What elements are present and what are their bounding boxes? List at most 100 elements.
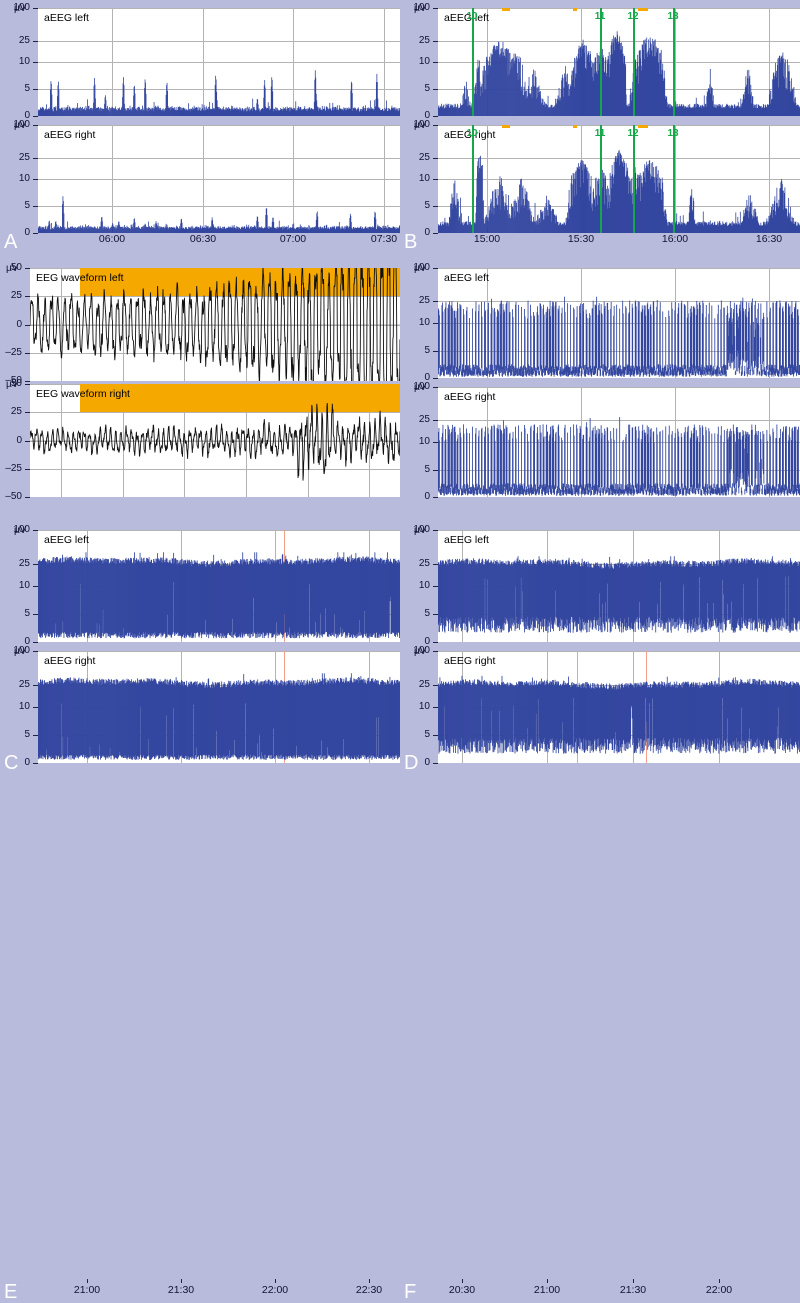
channel-label-left: aEEG left [444, 273, 489, 284]
y-tick-label: 0 [404, 758, 430, 768]
y-tick-label: 25 [4, 559, 30, 569]
trace-left [38, 8, 400, 116]
x-tick-mark [547, 1279, 548, 1283]
x-tick-mark [275, 1279, 276, 1283]
event-marker-line-11 [600, 8, 602, 116]
y-tick-mark [25, 381, 30, 382]
channel-label-right: aEEG right [444, 392, 495, 403]
trace-left [30, 268, 400, 381]
y-tick-label: 10 [4, 57, 30, 67]
y-tick-label: 10 [404, 57, 430, 67]
y-tick-label: 100 [404, 263, 430, 273]
y-tick-label: 100 [404, 3, 430, 13]
trace-right [38, 651, 400, 763]
plot-a-right: aEEG right [38, 125, 400, 233]
trace-right [30, 384, 400, 497]
y-tick-label: 100 [404, 120, 430, 130]
event-marker-label-12: 12 [627, 129, 638, 139]
trace-right [38, 125, 400, 233]
y-tick-label: 10 [404, 581, 430, 591]
y-tick-label: –50 [0, 492, 22, 502]
x-tick-label: 22:00 [706, 1285, 732, 1296]
y-tick-label: 100 [4, 525, 30, 535]
y-tick-label: 5 [404, 346, 430, 356]
y-tick-label: 50 [0, 263, 22, 273]
y-tick-label: 0 [4, 758, 30, 768]
y-tick-label: 100 [404, 525, 430, 535]
y-tick-mark [33, 763, 38, 764]
x-tick-label: 22:00 [262, 1285, 288, 1296]
event-marker-label-10: 10 [466, 129, 477, 139]
trace-left [438, 8, 800, 116]
y-tick-label: 25 [4, 153, 30, 163]
y-tick-label: 10 [404, 702, 430, 712]
y-tick-label: 100 [404, 382, 430, 392]
x-tick-mark [719, 1279, 720, 1283]
x-tick-label: 20:30 [449, 1285, 475, 1296]
y-tick-mark [433, 116, 438, 117]
y-tick-label: 25 [0, 291, 22, 301]
event-marker-label-13: 13 [667, 12, 678, 22]
y-tick-label: 10 [4, 581, 30, 591]
y-tick-mark [433, 378, 438, 379]
y-tick-label: 25 [4, 680, 30, 690]
x-tick-mark [181, 1279, 182, 1283]
y-tick-label: 5 [4, 201, 30, 211]
x-tick-label: 21:00 [74, 1285, 100, 1296]
y-tick-label: 5 [404, 609, 430, 619]
event-marker-label-12: 12 [627, 12, 638, 22]
trace-left [38, 530, 400, 642]
plot-e-right: aEEG right [38, 651, 400, 763]
y-tick-mark [433, 642, 438, 643]
y-tick-label: 25 [404, 153, 430, 163]
y-tick-mark [433, 497, 438, 498]
y-tick-label: 5 [4, 84, 30, 94]
x-tick-label: 06:00 [99, 234, 125, 245]
event-marker-line-13 [673, 125, 675, 233]
y-tick-label: –25 [0, 464, 22, 474]
channel-label-right: EEG waveform right [36, 389, 130, 400]
x-tick-label: 06:30 [190, 234, 216, 245]
event-marker-line-10 [472, 125, 474, 233]
y-tick-label: 100 [404, 646, 430, 656]
channel-label-left: aEEG left [44, 535, 89, 546]
plot-c-left: EEG waveform left [30, 268, 400, 381]
y-tick-label: 25 [0, 407, 22, 417]
y-tick-label: 10 [404, 318, 430, 328]
y-tick-label: 5 [4, 730, 30, 740]
event-marker-label-13: 13 [667, 129, 678, 139]
channel-label-left: aEEG left [444, 535, 489, 546]
y-tick-label: 5 [404, 201, 430, 211]
x-tick-label: 21:30 [620, 1285, 646, 1296]
x-tick-label: 22:30 [356, 1285, 382, 1296]
event-marker-line-11 [600, 125, 602, 233]
event-marker-label-11: 11 [595, 12, 606, 22]
trace-left [438, 268, 800, 378]
event-marker-label-11: 11 [595, 129, 606, 139]
y-tick-label: 10 [4, 174, 30, 184]
y-tick-label: 25 [404, 559, 430, 569]
y-tick-label: 100 [4, 120, 30, 130]
y-tick-label: 25 [404, 680, 430, 690]
trace-left [438, 530, 800, 642]
y-tick-mark [33, 642, 38, 643]
x-tick-label: 16:00 [662, 234, 688, 245]
y-tick-label: 25 [404, 296, 430, 306]
channel-label-left: aEEG left [44, 13, 89, 24]
y-tick-label: 50 [0, 379, 22, 389]
x-tick-label: 07:30 [371, 234, 397, 245]
x-tick-label: 07:00 [280, 234, 306, 245]
y-tick-label: 5 [4, 609, 30, 619]
y-tick-mark [25, 497, 30, 498]
y-tick-label: –25 [0, 348, 22, 358]
y-tick-label: 0 [4, 228, 30, 238]
plot-d-right: aEEG right [438, 387, 800, 497]
panel-letter-f: F [404, 1282, 416, 1302]
x-tick-mark [369, 1279, 370, 1283]
x-tick-label: 16:30 [756, 234, 782, 245]
